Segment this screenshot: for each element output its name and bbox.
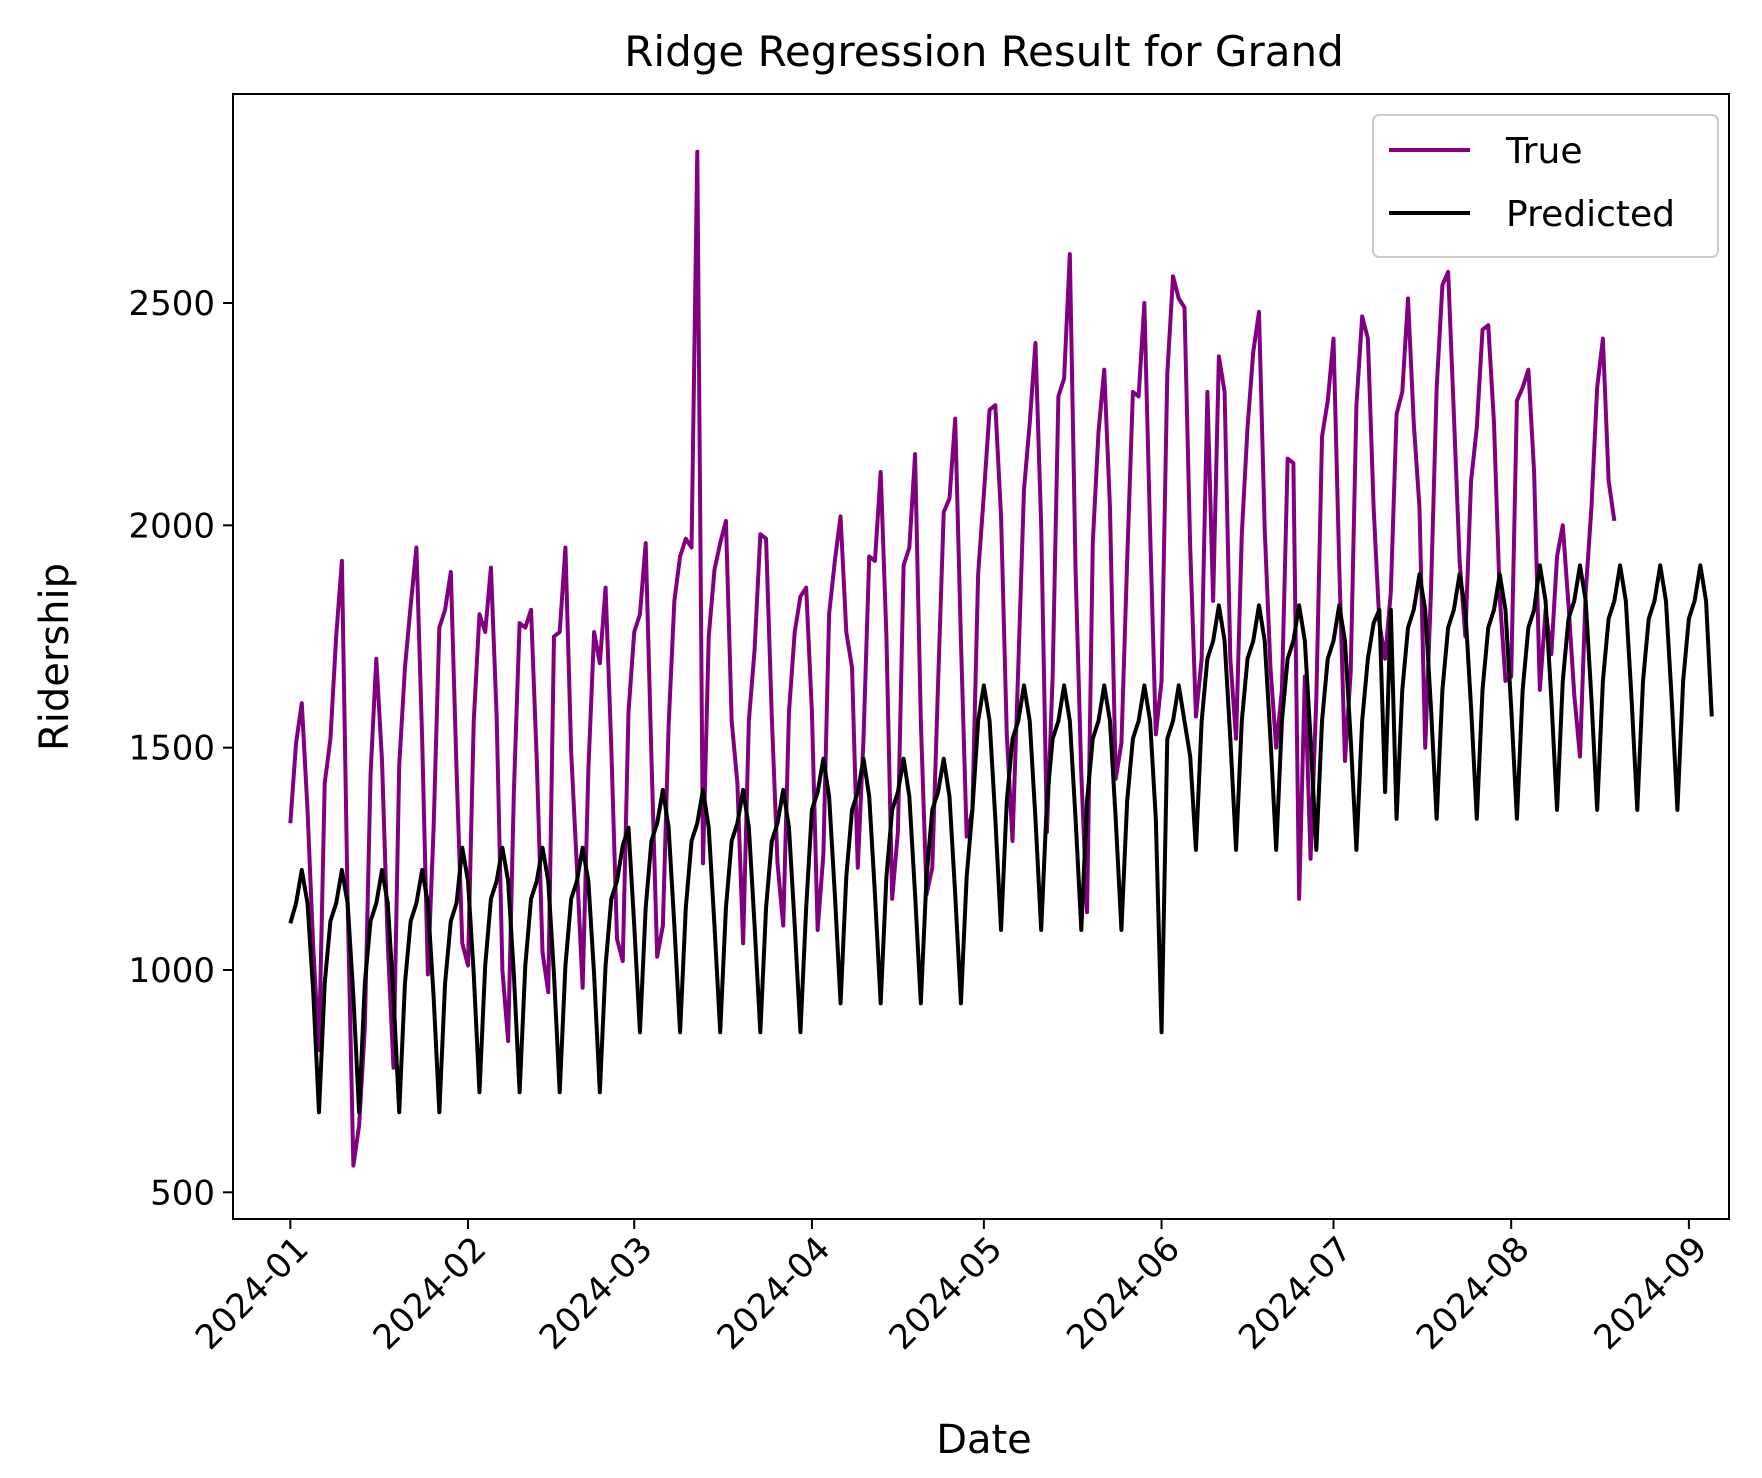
y-tick-label: 2000 [128,506,215,546]
plot-lines [288,149,1714,1168]
legend-label-true: True [1505,131,1582,172]
y-tick-label: 500 [150,1173,215,1213]
plot-frame [232,93,1730,1220]
y-axis: 500 1000 1500 2000 2500 [128,284,233,1213]
y-axis-label: Ridership [32,563,78,751]
y-tick-label: 2500 [128,284,215,324]
x-axis-label: Date [936,1417,1032,1463]
y-tick-label: 1500 [128,729,215,769]
legend: True Predicted [1372,114,1719,258]
chart-title: Ridge Regression Result for Grand [624,27,1344,76]
y-tick-label: 1000 [128,951,215,991]
legend-label-predicted: Predicted [1506,194,1675,235]
series-line-predicted [288,563,1714,1115]
